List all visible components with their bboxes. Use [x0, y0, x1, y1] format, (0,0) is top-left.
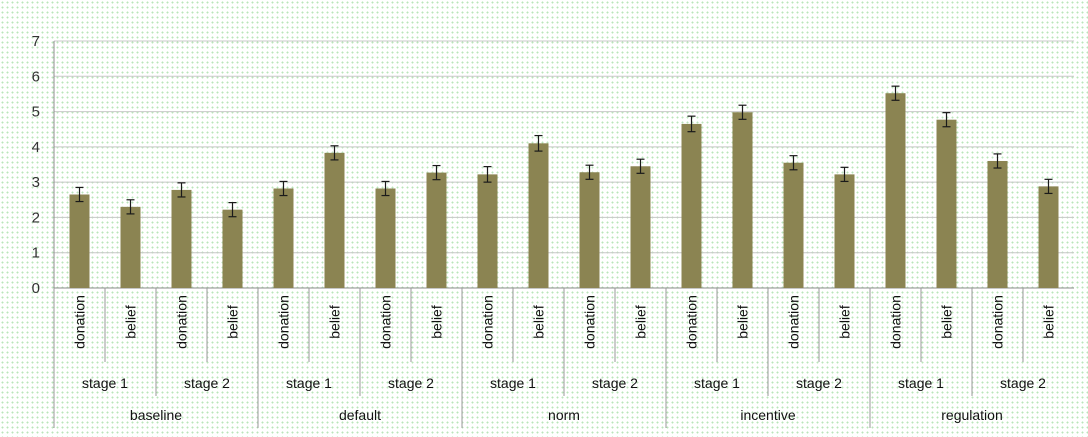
bar: [426, 172, 447, 288]
category-label-stage: stage 2: [1000, 375, 1046, 391]
bar: [477, 174, 498, 288]
category-label-group: norm: [548, 407, 580, 423]
category-label-measure: belief: [1041, 305, 1057, 339]
category-label-measure: belief: [939, 305, 955, 339]
category-label-measure: belief: [225, 305, 241, 339]
bars: [69, 93, 1059, 289]
category-label-group: incentive: [740, 407, 795, 423]
bar: [1038, 186, 1059, 288]
y-tick-label: 1: [32, 245, 40, 262]
y-axis: 0 1 2 3 4 5 6 7: [32, 33, 55, 297]
bar: [171, 189, 192, 288]
bar: [936, 119, 957, 289]
category-label-measure: donation: [72, 295, 88, 349]
bar: [732, 112, 753, 288]
bar: [834, 174, 855, 288]
y-tick-label: 0: [32, 280, 40, 297]
category-label-measure: donation: [990, 295, 1006, 349]
category-label-measure: belief: [327, 305, 343, 339]
y-tick-label: 3: [32, 174, 40, 191]
category-label-stage: stage 2: [796, 375, 842, 391]
category-label-measure: donation: [888, 295, 904, 349]
category-label-measure: belief: [735, 305, 751, 339]
x-axis: donation belief donation belief donation beli…: [53, 288, 1057, 428]
category-label-measure: donation: [276, 295, 292, 349]
category-label-measure: donation: [378, 295, 394, 349]
category-label-group: default: [339, 407, 381, 423]
y-tick-label: 2: [32, 209, 40, 226]
y-tick-label: 5: [32, 104, 40, 121]
bar: [324, 152, 345, 288]
category-label-measure: belief: [429, 305, 445, 339]
category-label-stage: stage 2: [184, 375, 230, 391]
bar: [69, 194, 90, 288]
bar: [579, 172, 600, 288]
category-label-measure: donation: [582, 295, 598, 349]
y-tick-label: 6: [32, 68, 40, 85]
category-label-measure: donation: [480, 295, 496, 349]
category-label-measure: belief: [837, 305, 853, 339]
category-label-stage: stage 1: [490, 375, 536, 391]
y-tick-label: 4: [32, 139, 40, 156]
category-label-stage: stage 1: [898, 375, 944, 391]
category-label-stage: stage 1: [286, 375, 332, 391]
category-label-measure: belief: [531, 305, 547, 339]
bar: [528, 143, 549, 288]
bar: [273, 188, 294, 288]
category-label-measure: donation: [684, 295, 700, 349]
bar: [222, 209, 243, 288]
error-bars: [75, 85, 1053, 218]
category-label-measure: belief: [123, 305, 139, 339]
category-label-stage: stage 2: [388, 375, 434, 391]
category-label-stage: stage 1: [694, 375, 740, 391]
y-tick-label: 7: [32, 33, 40, 50]
category-label-group: regulation: [941, 407, 1003, 423]
bar: [375, 188, 396, 288]
gridlines: [54, 40, 1074, 289]
category-label-measure: donation: [786, 295, 802, 349]
category-label-stage: stage 2: [592, 375, 638, 391]
category-label-measure: belief: [633, 305, 649, 339]
bar: [987, 160, 1008, 288]
bar: [783, 162, 804, 288]
bar: [681, 123, 702, 289]
category-label-stage: stage 1: [82, 375, 128, 391]
bar: [120, 206, 141, 288]
bar: [885, 93, 906, 288]
category-label-group: baseline: [130, 407, 182, 423]
category-label-measure: donation: [174, 295, 190, 349]
bar: [630, 166, 651, 288]
